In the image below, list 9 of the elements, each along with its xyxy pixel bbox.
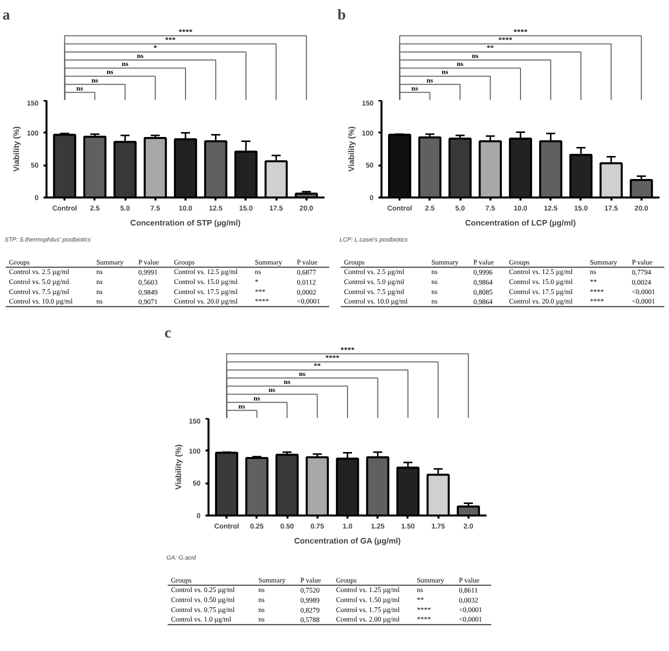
chart-title: c <box>164 326 172 342</box>
y-axis-title: Viability (%) <box>174 444 183 490</box>
y-axis-title: Viability (%) <box>12 126 21 172</box>
y-axis-title: Viability (%) <box>346 126 356 172</box>
x-axis-title: Concentration of GA (µg/ml) <box>294 536 401 546</box>
x-axis-title: Concentration of LCP (µg/ml) <box>465 218 576 228</box>
chart-title: a <box>2 8 10 24</box>
chart-title: b <box>338 8 346 24</box>
x-axis-title: Concentration of STP (µg/ml) <box>130 218 241 228</box>
